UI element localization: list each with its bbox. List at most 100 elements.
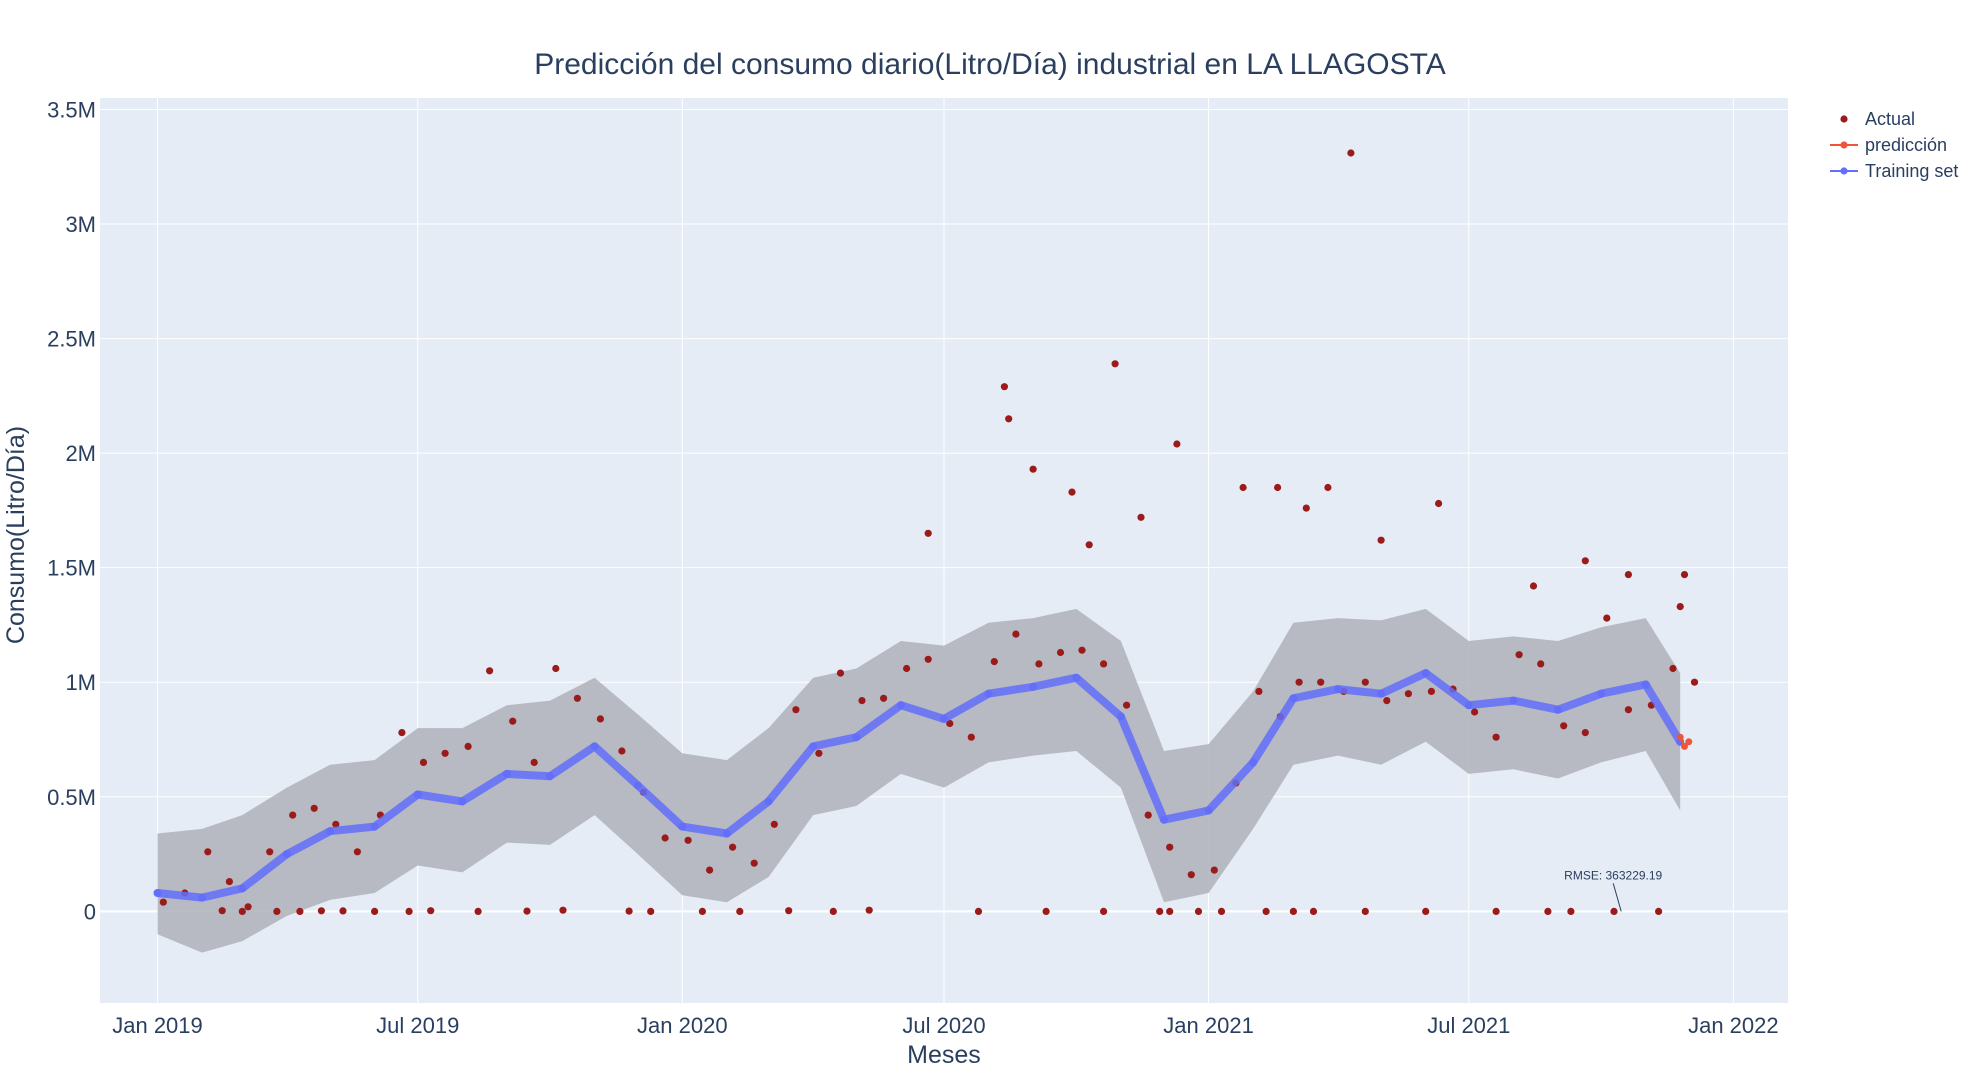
actual-point — [474, 907, 482, 916]
actual-point — [792, 706, 800, 714]
training-set-point — [809, 742, 818, 751]
training-set-point — [1553, 705, 1562, 714]
x-tick-label: Jan 2020 — [637, 1013, 728, 1038]
actual-point — [785, 907, 793, 915]
training-set-point — [940, 714, 948, 723]
actual-point — [770, 820, 778, 828]
actual-point — [1309, 907, 1318, 916]
actual-point — [1492, 733, 1500, 741]
training-set-point — [546, 772, 554, 781]
actual-point — [559, 906, 567, 914]
actual-point — [204, 848, 212, 856]
training-set-point — [1029, 682, 1038, 691]
y-axis-title: Consumo(Litro/Día) — [2, 426, 30, 644]
actual-point — [238, 907, 246, 916]
y-tick-label: 0 — [84, 899, 96, 924]
legend-item[interactable]: Training set — [1830, 161, 1958, 181]
actual-point — [398, 729, 406, 737]
legend-marker — [1840, 115, 1848, 123]
training-set-point — [590, 742, 599, 751]
legend-item[interactable]: Actual — [1840, 109, 1915, 129]
actual-point — [573, 694, 582, 702]
actual-point — [974, 907, 983, 916]
actual-point — [924, 655, 932, 663]
training-set-point — [502, 769, 511, 778]
actual-point — [486, 667, 494, 675]
x-axis-title: Meses — [907, 1041, 981, 1069]
actual-point — [310, 804, 318, 812]
actual-point — [1676, 603, 1684, 611]
legend[interactable]: Actual predicción Training set — [1830, 109, 1958, 181]
actual-point — [1144, 811, 1152, 819]
actual-point — [1289, 907, 1297, 916]
actual-point — [244, 903, 252, 911]
actual-point — [441, 749, 449, 757]
actual-point — [1317, 678, 1325, 686]
training-set-point — [1597, 689, 1606, 698]
actual-point — [1603, 614, 1611, 622]
actual-point — [625, 907, 633, 915]
annotation-label: RMSE: 363229.19 — [1564, 868, 1662, 882]
training-set-point — [1289, 694, 1298, 703]
actual-point — [1361, 907, 1369, 916]
x-tick-label: Jul 2021 — [1427, 1013, 1510, 1038]
actual-point — [1274, 483, 1282, 492]
training-set-point — [370, 822, 379, 831]
training-set-point — [633, 781, 642, 790]
actual-point — [317, 907, 325, 915]
training-set-point — [896, 701, 905, 710]
training-set-point — [1160, 815, 1168, 824]
training-set-point — [984, 689, 993, 698]
training-set-point — [722, 829, 731, 838]
actual-point — [371, 907, 379, 916]
actual-point — [1680, 571, 1689, 579]
actual-point — [1173, 440, 1181, 448]
actual-point — [990, 658, 998, 666]
actual-point — [1529, 582, 1538, 590]
actual-point — [1347, 149, 1355, 157]
actual-point — [1361, 678, 1369, 686]
actual-point — [815, 749, 823, 757]
prediction-point — [1676, 733, 1684, 741]
actual-point — [159, 898, 167, 906]
actual-point — [596, 715, 605, 723]
actual-point — [1210, 866, 1218, 874]
legend-label: Actual — [1865, 109, 1915, 129]
training-set-point — [198, 893, 207, 902]
y-tick-label: 2.5M — [47, 327, 96, 352]
legend-item[interactable]: predicción — [1830, 135, 1947, 155]
actual-point — [1217, 907, 1226, 916]
actual-point — [218, 907, 226, 915]
actual-point — [1137, 513, 1145, 521]
actual-point — [836, 669, 845, 677]
actual-point — [1690, 678, 1699, 686]
actual-point — [1377, 536, 1385, 544]
legend-label: predicción — [1865, 135, 1947, 155]
actual-point — [1187, 871, 1195, 879]
actual-point — [353, 848, 361, 856]
training-set-point — [1249, 758, 1258, 767]
y-tick-label: 3.5M — [47, 97, 96, 122]
x-tick-label: Jul 2019 — [376, 1013, 459, 1038]
actual-point — [1068, 488, 1076, 496]
training-set-point — [852, 733, 861, 742]
actual-point — [332, 820, 340, 828]
actual-point — [273, 907, 281, 916]
actual-point — [903, 664, 911, 673]
x-tick-label: Jul 2020 — [902, 1013, 985, 1038]
training-set-point — [1334, 685, 1342, 694]
actual-point — [1085, 541, 1093, 549]
actual-point — [427, 907, 435, 915]
y-tick-label: 1.5M — [47, 556, 96, 581]
training-set-point — [1641, 680, 1650, 689]
actual-point — [1123, 701, 1131, 709]
actual-point — [1427, 687, 1435, 696]
actual-point — [1581, 557, 1589, 565]
prediction-layer — [1676, 733, 1693, 750]
actual-point — [1537, 660, 1545, 668]
actual-point — [1610, 907, 1618, 916]
actual-point — [1669, 664, 1677, 673]
actual-point — [618, 747, 626, 755]
